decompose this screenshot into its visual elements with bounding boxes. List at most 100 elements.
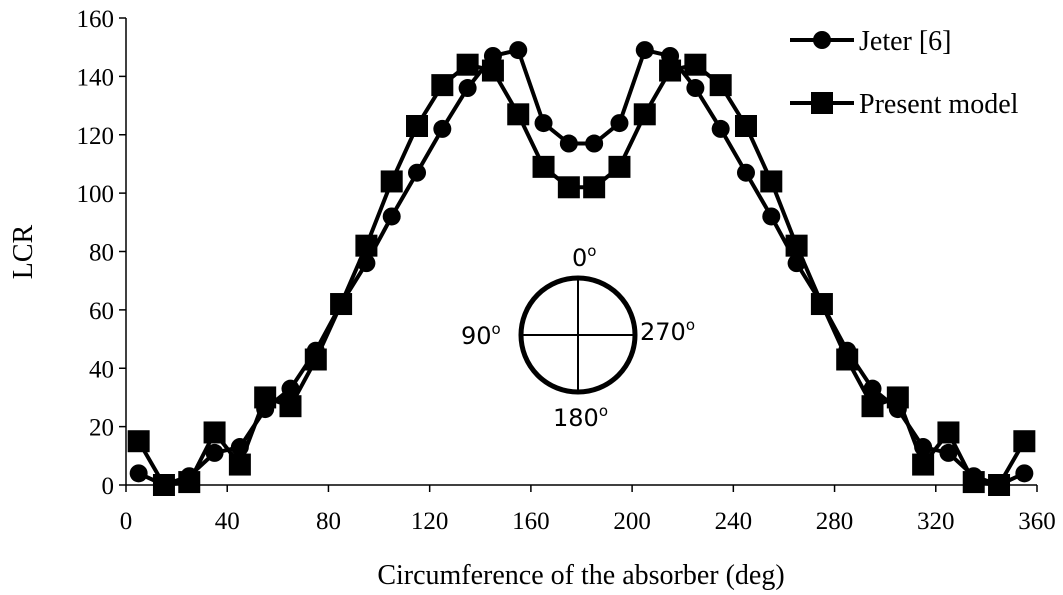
data-point-present-model bbox=[785, 234, 808, 257]
x-tick-label: 320 bbox=[917, 508, 955, 535]
inset-label-bottom: 180o bbox=[553, 402, 608, 432]
x-tick-labels: 0 40 80 120 160 200 240 280 320 360 bbox=[120, 508, 1056, 535]
y-tick-label: 40 bbox=[89, 356, 114, 383]
inset-label-left-degree: o bbox=[492, 320, 501, 338]
data-point-present-model bbox=[507, 103, 530, 126]
data-point-jeter-6 bbox=[686, 79, 705, 98]
data-point-jeter-6 bbox=[762, 207, 781, 226]
data-point-present-model bbox=[962, 471, 985, 494]
data-point-present-model bbox=[330, 293, 353, 316]
data-point-jeter-6 bbox=[610, 114, 629, 133]
x-tick-label: 280 bbox=[816, 508, 854, 535]
legend-item-jeter: Jeter [6] bbox=[790, 26, 952, 57]
legend-marker-present-model bbox=[811, 92, 833, 114]
data-point-present-model bbox=[431, 74, 454, 97]
data-point-present-model bbox=[583, 176, 606, 199]
x-tick-label: 120 bbox=[411, 508, 449, 535]
inset-label-left: 90o bbox=[461, 320, 501, 350]
data-point-present-model bbox=[760, 170, 783, 193]
data-point-present-model bbox=[608, 155, 631, 178]
data-point-present-model bbox=[988, 474, 1011, 496]
data-point-jeter-6 bbox=[129, 464, 148, 483]
data-point-jeter-6 bbox=[408, 163, 427, 182]
data-point-jeter-6 bbox=[939, 443, 958, 462]
data-point-present-model bbox=[456, 53, 479, 76]
data-point-present-model bbox=[406, 114, 429, 137]
data-point-jeter-6 bbox=[635, 41, 654, 60]
data-point-present-model bbox=[886, 386, 909, 409]
y-tick-label: 140 bbox=[77, 64, 115, 91]
data-point-present-model bbox=[380, 170, 403, 193]
x-tick-label: 40 bbox=[215, 508, 240, 535]
data-point-present-model bbox=[836, 348, 859, 371]
y-tick-label: 80 bbox=[89, 240, 114, 267]
data-point-jeter-6 bbox=[559, 134, 578, 153]
inset-label-top-value: 0 bbox=[572, 244, 587, 272]
data-point-jeter-6 bbox=[736, 163, 755, 182]
x-tick-label: 80 bbox=[316, 508, 341, 535]
inset-label-right-value: 270 bbox=[640, 318, 686, 346]
data-point-jeter-6 bbox=[281, 379, 300, 398]
legend-item-present-model: Present model bbox=[790, 89, 1019, 120]
y-tick-label: 60 bbox=[89, 298, 114, 325]
data-point-present-model bbox=[734, 114, 757, 137]
data-point-jeter-6 bbox=[205, 443, 224, 462]
x-tick-label: 160 bbox=[512, 508, 550, 535]
data-point-jeter-6 bbox=[585, 134, 604, 153]
data-point-present-model bbox=[937, 421, 960, 444]
data-point-jeter-6 bbox=[534, 114, 553, 133]
data-point-present-model bbox=[709, 74, 732, 97]
data-point-jeter-6 bbox=[863, 379, 882, 398]
x-tick-label: 0 bbox=[120, 508, 133, 535]
y-tick-label: 160 bbox=[77, 6, 115, 33]
data-point-present-model bbox=[152, 474, 175, 496]
data-point-present-model bbox=[557, 176, 580, 199]
legend-label-jeter: Jeter [6] bbox=[859, 26, 952, 57]
data-point-present-model bbox=[1013, 430, 1036, 453]
series-present-model bbox=[127, 53, 1036, 496]
inset-label-top-degree: o bbox=[587, 242, 596, 260]
data-point-present-model bbox=[659, 59, 682, 82]
inset-label-right-degree: o bbox=[686, 316, 695, 334]
data-point-present-model bbox=[633, 103, 656, 126]
inset-label-bottom-value: 180 bbox=[553, 404, 599, 432]
data-point-present-model bbox=[127, 430, 150, 453]
data-point-present-model bbox=[254, 386, 277, 409]
data-point-present-model bbox=[481, 59, 504, 82]
y-tick-labels: 0 20 40 60 80 100 120 140 160 bbox=[77, 6, 115, 500]
y-tick-label: 120 bbox=[77, 123, 115, 150]
data-point-present-model bbox=[810, 293, 833, 316]
legend: Jeter [6] Present model bbox=[790, 26, 1019, 120]
legend-label-present-model: Present model bbox=[859, 89, 1019, 120]
data-point-present-model bbox=[355, 234, 378, 257]
y-tick-label: 20 bbox=[89, 415, 114, 442]
inset-label-left-value: 90 bbox=[461, 322, 492, 350]
data-point-present-model bbox=[912, 453, 935, 476]
data-point-present-model bbox=[178, 471, 201, 494]
inset-label-bottom-degree: o bbox=[599, 402, 608, 420]
data-point-present-model bbox=[228, 453, 251, 476]
y-axis-title: LCR bbox=[8, 224, 39, 279]
data-point-jeter-6 bbox=[509, 41, 528, 60]
orientation-inset: 0o 90o 270o 180o bbox=[461, 242, 695, 432]
data-point-present-model bbox=[684, 53, 707, 76]
data-point-present-model bbox=[861, 395, 884, 418]
data-point-jeter-6 bbox=[711, 119, 730, 138]
data-point-present-model bbox=[304, 348, 327, 371]
x-tick-label: 200 bbox=[613, 508, 651, 535]
y-tick-label: 0 bbox=[102, 473, 115, 500]
data-point-present-model bbox=[532, 155, 555, 178]
data-point-jeter-6 bbox=[382, 207, 401, 226]
data-point-present-model bbox=[279, 395, 302, 418]
inset-label-top: 0o bbox=[572, 242, 596, 272]
data-point-jeter-6 bbox=[458, 79, 477, 98]
x-tick-label: 240 bbox=[715, 508, 753, 535]
x-axis-title: Circumference of the absorber (deg) bbox=[377, 560, 784, 591]
inset-label-right: 270o bbox=[640, 316, 695, 346]
axes bbox=[119, 17, 1038, 492]
series-layer bbox=[127, 41, 1036, 496]
data-point-present-model bbox=[203, 421, 226, 444]
data-point-jeter-6 bbox=[1015, 464, 1034, 483]
data-point-jeter-6 bbox=[433, 119, 452, 138]
